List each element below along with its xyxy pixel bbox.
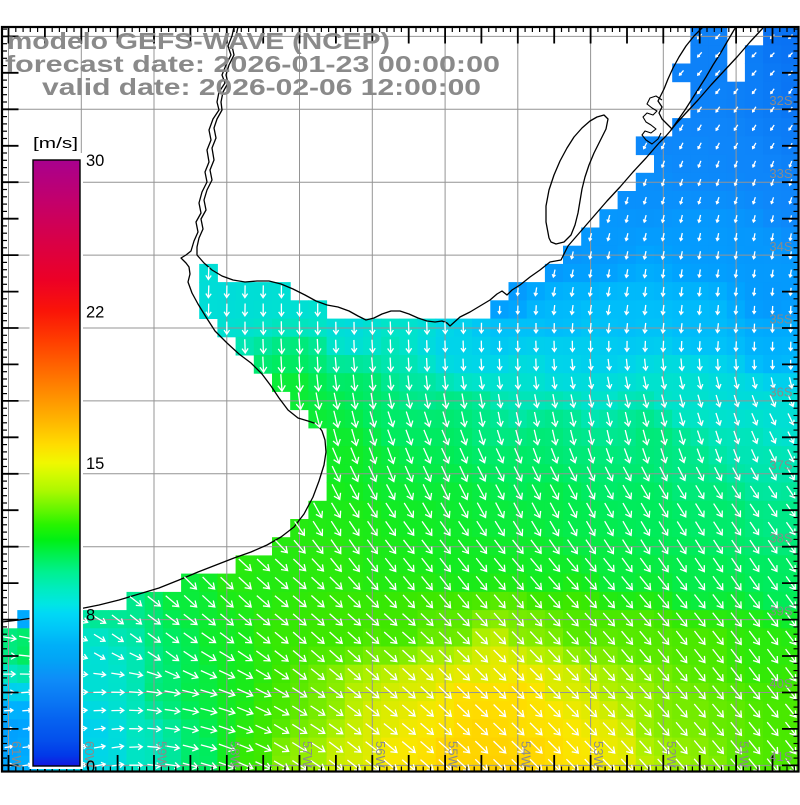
svg-text:53W: 53W xyxy=(591,741,606,768)
svg-text:38S: 38S xyxy=(769,530,792,545)
svg-text:[m/s]: [m/s] xyxy=(33,136,78,152)
svg-text:forecast date: 2026-01-23 00:0: forecast date: 2026-01-23 00:00:00 xyxy=(5,51,500,77)
svg-text:59W: 59W xyxy=(155,741,170,768)
svg-text:8: 8 xyxy=(86,607,95,625)
svg-text:30: 30 xyxy=(86,152,104,170)
svg-text:valid date: 2026-02-06 12:00:0: valid date: 2026-02-06 12:00:00 xyxy=(42,74,481,100)
svg-text:60W: 60W xyxy=(82,741,97,768)
svg-text:61W: 61W xyxy=(9,741,24,768)
svg-text:39S: 39S xyxy=(769,603,792,618)
svg-text:55W: 55W xyxy=(446,741,461,768)
svg-text:57W: 57W xyxy=(300,741,315,768)
svg-text:32S: 32S xyxy=(769,93,792,108)
svg-text:54W: 54W xyxy=(518,741,533,768)
svg-text:33S: 33S xyxy=(769,166,792,181)
svg-text:22: 22 xyxy=(86,304,104,322)
svg-text:58W: 58W xyxy=(227,741,242,768)
svg-text:15: 15 xyxy=(86,455,104,473)
svg-text:40S: 40S xyxy=(769,676,792,691)
svg-text:52W: 52W xyxy=(664,741,679,768)
svg-text:35S: 35S xyxy=(769,312,792,327)
svg-text:modelo GEFS-WAVE (NCEP): modelo GEFS-WAVE (NCEP) xyxy=(7,28,390,54)
svg-text:37S: 37S xyxy=(769,458,792,473)
svg-text:51W: 51W xyxy=(737,741,752,768)
svg-text:0: 0 xyxy=(86,758,95,776)
svg-text:34S: 34S xyxy=(769,239,792,254)
svg-text:41S: 41S xyxy=(769,749,792,764)
svg-text:56W: 56W xyxy=(373,741,388,768)
svg-text:36S: 36S xyxy=(769,385,792,400)
